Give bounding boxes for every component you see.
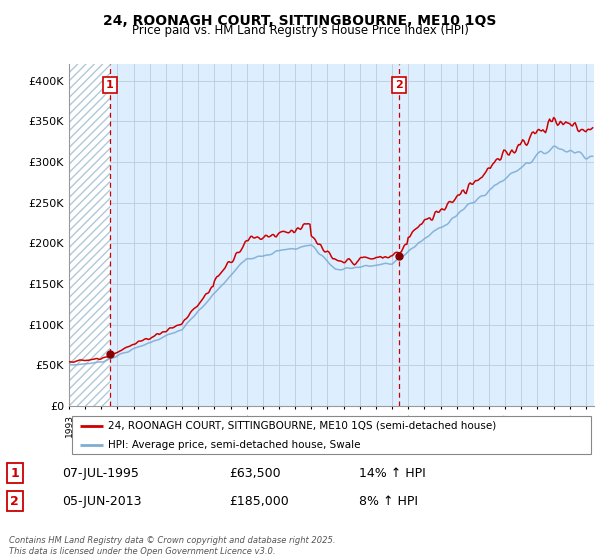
FancyBboxPatch shape xyxy=(71,416,592,454)
Text: £63,500: £63,500 xyxy=(229,466,281,479)
Text: 14% ↑ HPI: 14% ↑ HPI xyxy=(359,466,425,479)
Text: 1: 1 xyxy=(106,80,114,90)
Text: 05-JUN-2013: 05-JUN-2013 xyxy=(62,495,142,508)
Text: 2: 2 xyxy=(395,80,403,90)
Text: 24, ROONAGH COURT, SITTINGBOURNE, ME10 1QS: 24, ROONAGH COURT, SITTINGBOURNE, ME10 1… xyxy=(103,14,497,28)
Text: £185,000: £185,000 xyxy=(229,495,289,508)
Text: 2: 2 xyxy=(10,495,19,508)
Text: 1: 1 xyxy=(10,466,19,479)
Text: 8% ↑ HPI: 8% ↑ HPI xyxy=(359,495,418,508)
Text: Contains HM Land Registry data © Crown copyright and database right 2025.
This d: Contains HM Land Registry data © Crown c… xyxy=(9,536,335,556)
Text: HPI: Average price, semi-detached house, Swale: HPI: Average price, semi-detached house,… xyxy=(109,440,361,450)
Text: 07-JUL-1995: 07-JUL-1995 xyxy=(62,466,139,479)
Text: 24, ROONAGH COURT, SITTINGBOURNE, ME10 1QS (semi-detached house): 24, ROONAGH COURT, SITTINGBOURNE, ME10 1… xyxy=(109,421,497,431)
Text: Price paid vs. HM Land Registry's House Price Index (HPI): Price paid vs. HM Land Registry's House … xyxy=(131,24,469,37)
